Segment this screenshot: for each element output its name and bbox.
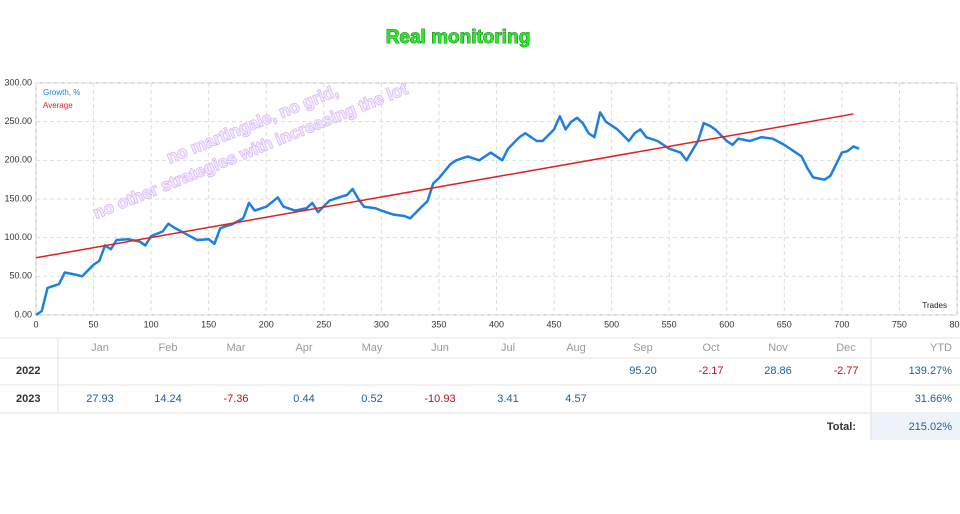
column-header: Mar [227,342,246,354]
x-tick-label: 450 [547,319,562,329]
y-tick-label: 100.00 [4,232,32,242]
chart-title: Real monitoring [386,27,531,48]
x-tick-label: 750 [892,319,907,329]
column-header: Dec [836,342,856,354]
legend-entry: Growth, % [43,88,80,97]
x-tick-label: 50 [89,319,99,329]
column-header: May [362,342,383,354]
x-tick-label: 700 [834,319,849,329]
row-year: 2023 [16,393,40,405]
watermark: no martingale, no grid,no other strategi… [90,78,411,223]
total-value: 215.02% [909,421,953,433]
table-cell: 28.86 [764,365,792,377]
x-tick-label: 500 [604,319,619,329]
table-cell: 0.44 [293,393,314,405]
y-tick-label: 0.00 [14,309,32,319]
column-header: Jun [431,342,449,354]
y-tick-label: 250.00 [4,116,32,126]
total-cell [871,414,960,440]
column-header: YTD [930,342,952,354]
row-year: 2022 [16,365,40,377]
y-tick-label: 150.00 [4,193,32,203]
x-tick-label: 250 [316,319,331,329]
x-tick-label: 150 [201,319,216,329]
table-cell: -10.93 [424,393,455,405]
table-cell: 3.41 [497,393,518,405]
x-axis-label: Trades [922,301,947,310]
table-cell: 31.66% [915,393,953,405]
table-cell: 4.57 [565,393,586,405]
table-cell: 139.27% [909,365,953,377]
x-tick-label: 800 [949,319,960,329]
x-tick-label: 600 [719,319,734,329]
table-cell: 14.24 [154,393,182,405]
series-line [35,111,860,317]
column-header: Nov [768,342,788,354]
column-header: Jul [501,342,515,354]
column-header: Oct [702,342,719,354]
y-tick-label: 200.00 [4,155,32,165]
column-header: Apr [295,342,312,354]
x-tick-label: 200 [259,319,274,329]
watermark-text: no other strategies with increasing the … [90,79,410,223]
column-header: Aug [566,342,586,354]
total-label: Total: [827,421,856,433]
series-line [35,113,854,259]
table-cell: -7.36 [223,393,248,405]
table-cell: -2.17 [698,365,723,377]
table-cell: 0.52 [361,393,382,405]
table-cell: -2.77 [833,365,858,377]
x-tick-label: 0 [33,319,38,329]
x-tick-label: 650 [777,319,792,329]
x-tick-label: 100 [144,319,159,329]
x-tick-label: 550 [662,319,677,329]
table-cell: 95.20 [629,365,657,377]
legend-entry: Average [43,101,73,110]
x-tick-label: 350 [431,319,446,329]
table-cell: 27.93 [86,393,114,405]
y-tick-label: 50.00 [9,271,32,281]
column-header: Jan [91,342,109,354]
x-tick-label: 300 [374,319,389,329]
x-tick-label: 400 [489,319,504,329]
y-tick-label: 300.00 [4,77,32,87]
column-header: Feb [159,342,178,354]
column-header: Sep [633,342,653,354]
